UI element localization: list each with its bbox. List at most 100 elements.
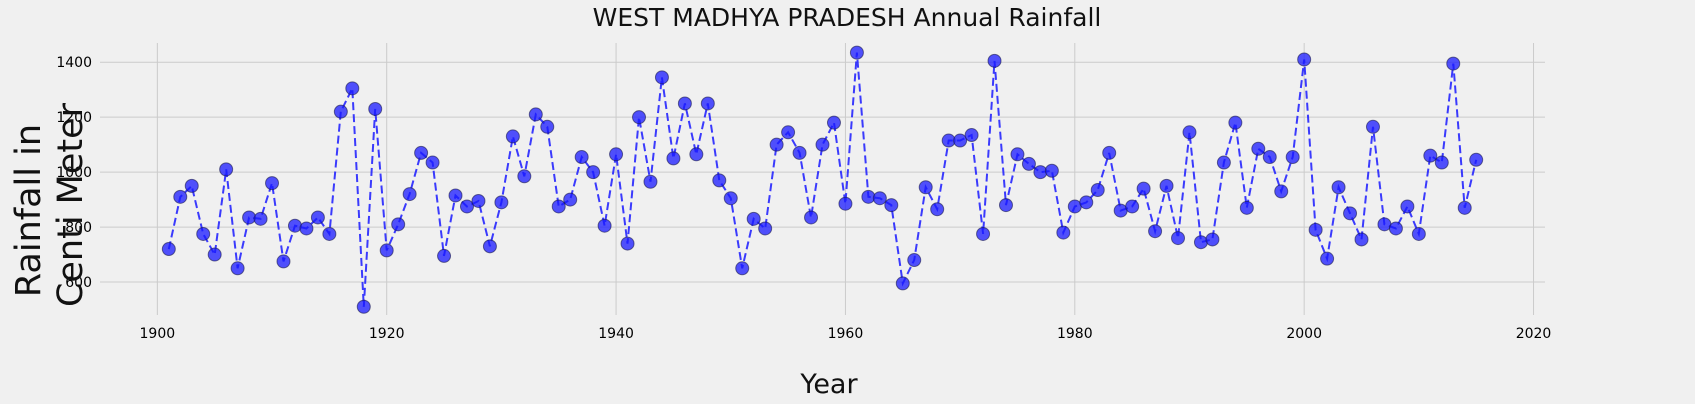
data-point <box>1033 165 1048 180</box>
data-point <box>666 151 681 166</box>
data-point <box>654 70 669 85</box>
data-point <box>425 155 440 170</box>
y-tick-label: 1400 <box>56 55 92 71</box>
rainfall-series-line <box>167 52 1478 307</box>
x-tick-label: 1980 <box>1057 326 1093 342</box>
chart-title: WEST MADHYA PRADESH Annual Rainfall <box>593 3 1102 32</box>
data-point <box>414 145 429 160</box>
data-point <box>632 110 647 125</box>
data-point <box>448 188 463 203</box>
data-point <box>723 191 738 206</box>
data-point <box>1423 148 1438 163</box>
data-point <box>1469 152 1484 167</box>
data-point <box>712 173 727 188</box>
x-tick-label: 1920 <box>369 326 405 342</box>
data-point <box>1411 226 1426 241</box>
data-point <box>998 198 1013 213</box>
data-point <box>219 162 234 177</box>
data-point <box>1331 180 1346 195</box>
data-point <box>1262 150 1277 165</box>
data-point <box>322 226 337 241</box>
y-tick-label: 800 <box>65 220 92 236</box>
data-point <box>1159 178 1174 193</box>
data-point <box>184 178 199 193</box>
data-point <box>494 195 509 210</box>
data-point <box>1021 156 1036 171</box>
data-point <box>1308 222 1323 237</box>
data-point <box>173 189 188 204</box>
data-point <box>242 210 257 225</box>
data-point <box>1171 231 1186 246</box>
data-point <box>689 147 704 162</box>
y-axis-label-line-1: Rainfall in <box>9 124 49 297</box>
data-point <box>826 115 841 130</box>
data-point <box>804 210 819 225</box>
data-point <box>161 242 176 257</box>
data-point <box>540 119 555 134</box>
data-point <box>953 133 968 148</box>
data-point <box>735 261 750 276</box>
data-point <box>310 210 325 225</box>
data-point <box>1136 181 1151 196</box>
data-point <box>1010 147 1025 162</box>
data-point <box>482 239 497 254</box>
y-tick-label: 1000 <box>56 165 92 181</box>
data-point <box>838 196 853 211</box>
y-axis-ticks: 600 800 1000 1200 1400 <box>56 55 92 291</box>
data-point <box>918 180 933 195</box>
data-point <box>356 299 371 314</box>
data-point <box>609 147 624 162</box>
data-point <box>792 145 807 160</box>
data-point <box>1457 200 1472 215</box>
rainfall-points <box>161 45 1484 314</box>
data-point <box>1125 199 1140 214</box>
data-point <box>437 248 452 263</box>
y-tick-label: 1200 <box>56 110 92 126</box>
data-point <box>815 137 830 152</box>
data-point <box>402 187 417 202</box>
data-point <box>265 176 280 191</box>
data-point <box>769 137 784 152</box>
x-tick-label: 2020 <box>1516 326 1552 342</box>
data-point <box>1343 206 1358 221</box>
y-tick-label: 600 <box>65 275 92 291</box>
data-point <box>976 226 991 241</box>
data-point <box>1297 52 1312 67</box>
data-point <box>1044 163 1059 178</box>
data-point <box>563 192 578 207</box>
data-point <box>459 199 474 214</box>
data-point <box>1434 155 1449 170</box>
data-point <box>1228 115 1243 130</box>
data-point <box>987 53 1002 68</box>
data-point <box>849 45 864 60</box>
data-point <box>861 189 876 204</box>
data-point <box>746 211 761 226</box>
data-point <box>517 169 532 184</box>
data-point <box>781 125 796 140</box>
data-point <box>1079 195 1094 210</box>
data-point <box>391 217 406 232</box>
data-point <box>1446 56 1461 71</box>
data-point <box>872 191 887 206</box>
data-point <box>207 247 222 262</box>
data-point <box>276 254 291 269</box>
data-point <box>253 211 268 226</box>
data-point <box>1365 119 1380 134</box>
x-tick-label: 2000 <box>1286 326 1322 342</box>
data-point <box>1400 199 1415 214</box>
data-point <box>1090 182 1105 197</box>
data-point <box>677 96 692 111</box>
data-point <box>196 226 211 241</box>
data-point <box>368 101 383 116</box>
y-axis-label-line-2: Centi Meter <box>51 102 91 307</box>
data-point <box>930 202 945 217</box>
data-point <box>1285 150 1300 165</box>
data-point <box>597 218 612 233</box>
data-point <box>964 128 979 143</box>
data-point <box>379 243 394 258</box>
data-point <box>1216 155 1231 170</box>
data-point <box>758 221 773 236</box>
data-point <box>1148 224 1163 239</box>
